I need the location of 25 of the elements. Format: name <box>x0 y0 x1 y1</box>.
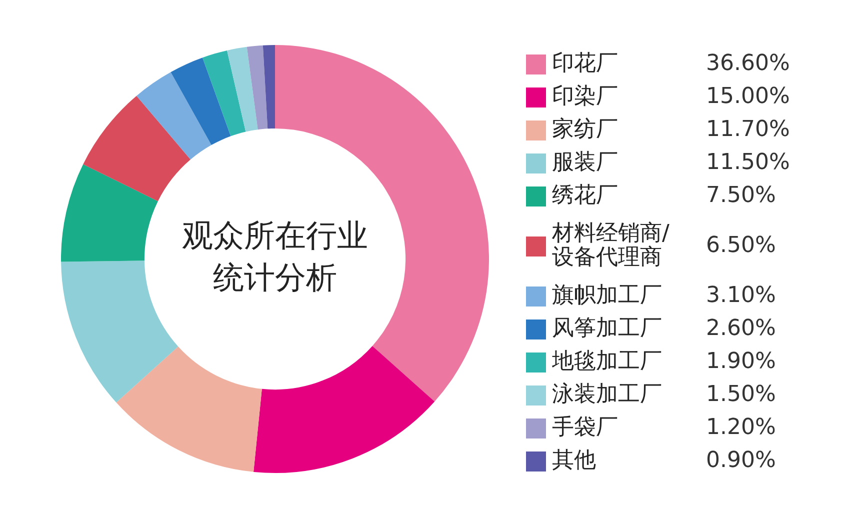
data-label: 7.50% <box>706 183 776 208</box>
legend-label: 绣花厂 <box>552 183 618 208</box>
data-label: 3.10% <box>706 283 776 308</box>
data-label: 1.20% <box>706 415 776 440</box>
data-label: 11.70% <box>706 117 790 142</box>
data-label: 11.50% <box>706 150 790 176</box>
legend-label: 家纺厂 <box>552 117 618 142</box>
data-label: 15.00% <box>706 84 790 110</box>
legend-label: 服装厂 <box>552 150 618 176</box>
data-label: 1.90% <box>706 349 776 374</box>
text: 观众所在行业统计分析 <box>182 218 368 296</box>
data-label: 1.50% <box>706 382 776 408</box>
legend-label: 材料经销商/设备代理商 <box>551 221 670 270</box>
legend-label: 手袋厂 <box>552 415 618 440</box>
legend-label: 地毯加工厂 <box>551 349 662 374</box>
data-label: 6.50% <box>706 233 776 258</box>
legend-label: 印花厂 <box>552 51 618 76</box>
legend-label: 其他 <box>552 448 596 474</box>
legend-label: 印染厂 <box>552 84 618 110</box>
data-label: 36.60% <box>706 51 790 76</box>
legend-label: 旗帜加工厂 <box>552 283 662 308</box>
data-label: 2.60% <box>706 316 776 342</box>
data-label: 0.90% <box>706 448 776 474</box>
legend-label: 风筝加工厂 <box>552 316 662 342</box>
legend-label: 泳装加工厂 <box>552 382 662 408</box>
